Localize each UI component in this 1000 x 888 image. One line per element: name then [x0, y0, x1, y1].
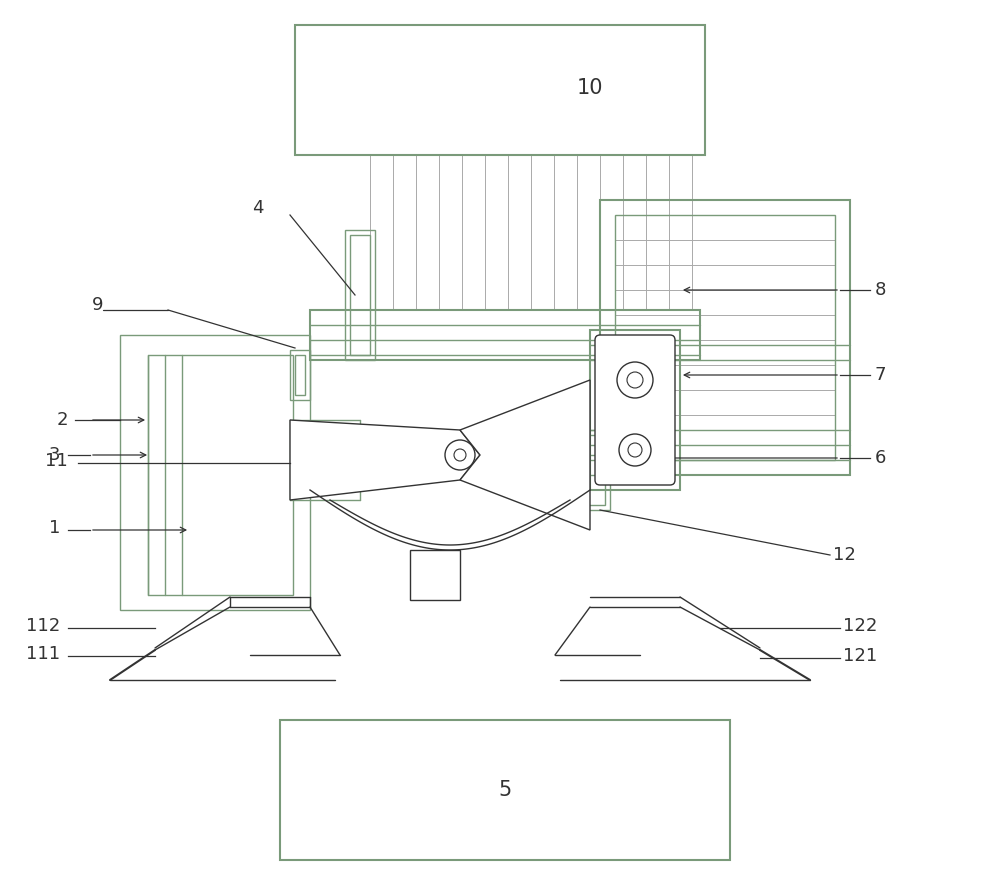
Text: 2: 2: [56, 411, 68, 429]
Bar: [590, 330, 680, 490]
Text: 11: 11: [45, 452, 68, 470]
Polygon shape: [290, 420, 480, 500]
Bar: [615, 215, 835, 460]
FancyBboxPatch shape: [595, 335, 675, 485]
Text: 121: 121: [843, 647, 877, 665]
Bar: [410, 550, 460, 600]
Bar: [280, 720, 730, 860]
Bar: [345, 230, 375, 360]
Text: 122: 122: [843, 617, 877, 635]
Circle shape: [619, 434, 651, 466]
Circle shape: [628, 443, 642, 457]
Text: 5: 5: [498, 780, 512, 800]
Bar: [580, 430, 610, 510]
Text: 4: 4: [252, 199, 264, 217]
Bar: [295, 355, 305, 395]
Text: 112: 112: [26, 617, 60, 635]
Text: 10: 10: [577, 78, 603, 98]
Text: 12: 12: [833, 546, 856, 564]
Bar: [600, 200, 850, 475]
Bar: [350, 235, 370, 355]
Circle shape: [627, 372, 643, 388]
Text: 111: 111: [26, 645, 60, 663]
Text: 7: 7: [875, 366, 887, 384]
Circle shape: [617, 362, 653, 398]
Bar: [585, 435, 605, 505]
Text: 8: 8: [875, 281, 886, 299]
Bar: [290, 350, 310, 400]
Bar: [148, 355, 293, 595]
Text: 1: 1: [49, 519, 60, 537]
Bar: [120, 335, 310, 610]
Text: 9: 9: [92, 296, 103, 314]
Circle shape: [454, 449, 466, 461]
Text: 3: 3: [48, 446, 60, 464]
Polygon shape: [460, 380, 590, 530]
Bar: [295, 25, 705, 155]
Circle shape: [445, 440, 475, 470]
Bar: [310, 310, 700, 360]
Text: 6: 6: [875, 449, 886, 467]
